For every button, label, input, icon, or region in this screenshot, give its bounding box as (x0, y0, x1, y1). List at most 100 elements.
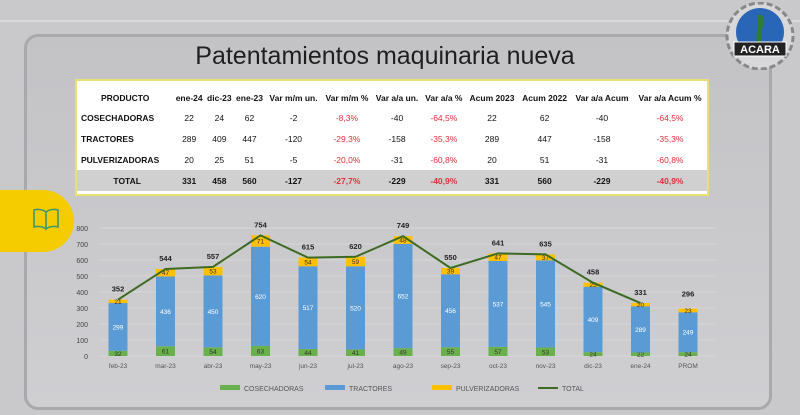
bar-tractores (536, 260, 555, 348)
total-label: 754 (254, 220, 267, 229)
bar-pulverizadoras (108, 299, 128, 304)
column-header: Var m/m un. (269, 93, 318, 103)
data-label: 49 (399, 350, 407, 357)
data-label: 47 (162, 270, 170, 277)
table-cell: -31 (595, 154, 609, 165)
y-tick-label: 400 (76, 290, 88, 297)
bar-cosechadoras (488, 346, 508, 356)
table-cell: 458 (204, 170, 234, 191)
bar-tractores (251, 246, 270, 346)
x-tick-label: feb-23 (109, 363, 128, 370)
x-tick-label: PROM (678, 363, 698, 370)
x-tick-label: jun-23 (298, 363, 317, 370)
bar-cosechadoras (298, 348, 318, 356)
page-title: Patentamientos maquinaria nueva (195, 42, 575, 70)
data-label: 55 (447, 349, 455, 356)
data-label: 57 (494, 349, 502, 356)
data-label: 289 (635, 327, 646, 334)
table-cell: -8,3% (335, 112, 359, 123)
side-tab[interactable] (0, 190, 74, 252)
y-tick-label: 600 (76, 258, 88, 265)
bar-cosechadoras (678, 352, 698, 356)
data-label: 23 (684, 308, 692, 315)
data-label: 299 (113, 324, 124, 331)
x-tick-label: sep-23 (441, 363, 461, 370)
legend-swatch-tractores (325, 385, 345, 390)
y-tick-label: 300 (76, 306, 88, 313)
x-tick-label: dic-23 (584, 363, 602, 370)
bar-pulverizadoras (536, 254, 555, 261)
table-cell: -120 (285, 133, 303, 144)
acara-logo: ACARA (724, 1, 796, 71)
bar-cosechadoras (631, 352, 650, 356)
data-label: 22 (637, 352, 645, 359)
bar-tractores (393, 243, 413, 349)
column-header: Var m/m % (325, 93, 369, 103)
x-tick-label: ago-23 (393, 363, 414, 370)
total-label: 458 (587, 268, 600, 277)
bar-pulverizadoras (393, 236, 413, 244)
total-label: 749 (397, 221, 410, 230)
data-label: 20 (637, 302, 645, 309)
data-label: 436 (160, 309, 171, 316)
bar-cosechadoras (346, 349, 365, 356)
table-row: TOTAL 331 458 560 -127 -27,7% -229 -40,9% 331 560… (77, 170, 707, 191)
table-cell: -2 (289, 112, 298, 123)
table-cell: 22 (184, 112, 194, 123)
total-label: 620 (349, 242, 362, 251)
legend-label: PULVERIZADORAS (456, 386, 520, 393)
bar-cosechadoras (583, 352, 603, 356)
bar-cosechadoras (156, 346, 175, 356)
data-label: 37 (542, 255, 550, 262)
table-cell: -27,7% (321, 170, 373, 191)
table-cell: -40 (595, 112, 609, 123)
data-label: 53 (542, 349, 550, 356)
data-label: 24 (589, 352, 597, 359)
bar-cosechadoras (536, 347, 555, 356)
data-label: 61 (162, 349, 170, 356)
table-cell: -64,5% (430, 112, 458, 123)
table-header-row: PRODUCTO ene-24 dic-23 ene-23 Var m/m un. Var… (77, 81, 707, 107)
x-tick-label: ene-24 (630, 363, 651, 370)
table-cell: 560 (233, 170, 266, 191)
bar-tractores (346, 266, 365, 350)
column-header: dic-23 (207, 93, 232, 103)
column-header: PRODUCTO (100, 93, 150, 103)
total-label: 550 (444, 253, 457, 262)
bar-pulverizadoras (488, 253, 508, 261)
total-label: 352 (112, 285, 125, 294)
table-cell: 20 (184, 154, 194, 165)
y-tick-label: 0 (84, 354, 88, 361)
total-label: 557 (207, 252, 220, 261)
bar-tractores (583, 286, 603, 353)
table-cell: -40,9% (633, 170, 707, 191)
product-name: TRACTORES (81, 133, 134, 144)
data-label: 21 (114, 299, 122, 306)
background-line (0, 20, 800, 22)
table-cell: -229 (570, 170, 634, 191)
table-cell: 560 (518, 170, 571, 191)
bar-cosechadoras (393, 348, 413, 356)
bar-cosechadoras (441, 347, 460, 356)
table-cell: 24 (214, 112, 225, 123)
total-label: 615 (302, 243, 315, 252)
bar-tractores (203, 275, 223, 348)
bar-tractores (631, 306, 650, 353)
table-cell: -40,9% (421, 170, 466, 191)
y-tick-label: 800 (76, 226, 88, 233)
column-header: Var a/a un. (375, 93, 419, 103)
bar-pulverizadoras (346, 256, 365, 267)
product-name: COSECHADORAS (81, 112, 155, 123)
data-label: 32 (114, 351, 122, 358)
table-cell: -20,0% (333, 154, 361, 165)
bar-tractores (678, 312, 698, 353)
data-label: 409 (588, 317, 599, 324)
data-label: 537 (493, 301, 504, 308)
table-cell: -158 (388, 133, 406, 144)
stacked-bar-chart: 0 100 200 300 400 500 600 700 800 32 299 21 352 feb-2… (76, 220, 715, 393)
table-row: TRACTORES 289 409 447 -120 -29,3% -158 -35,3% 28… (77, 128, 707, 149)
table-cell: -40 (390, 112, 404, 123)
data-label: 54 (304, 259, 312, 266)
table-cell: 51 (244, 154, 255, 165)
column-header: Var a/a Acum (575, 93, 629, 103)
